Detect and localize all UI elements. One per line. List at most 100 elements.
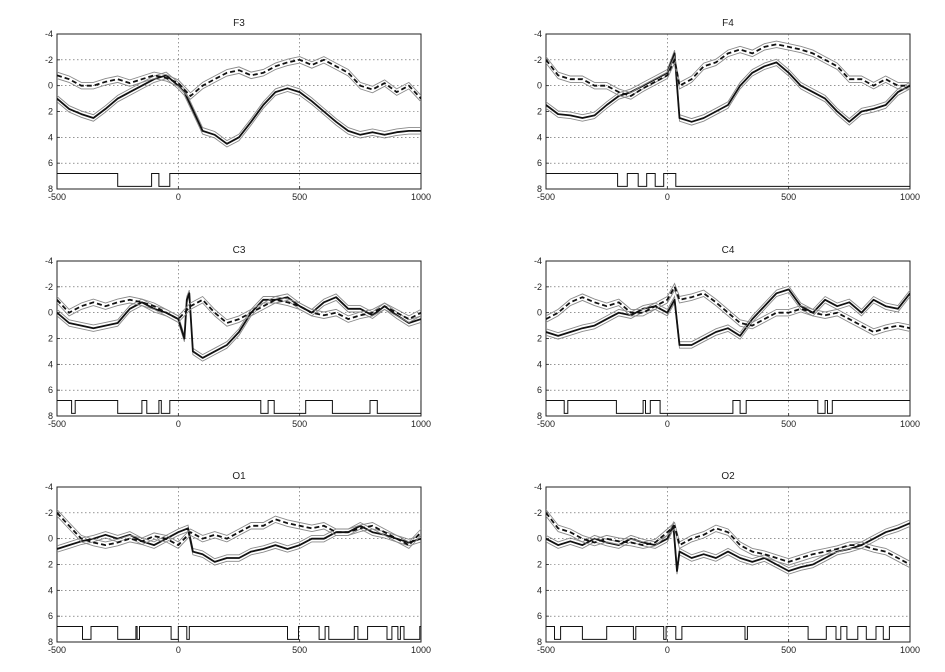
y-tick-label: 2 xyxy=(537,334,542,344)
y-tick-label: 4 xyxy=(48,359,53,369)
y-tick-label: 0 xyxy=(537,308,542,318)
series-line-dashed xyxy=(57,512,421,546)
x-tick-label: 0 xyxy=(176,192,181,202)
trigger-trace xyxy=(57,626,421,640)
y-tick-label: 4 xyxy=(537,359,542,369)
x-tick-label: -500 xyxy=(537,645,555,655)
series-line-solid xyxy=(57,292,421,359)
y-tick-label: 4 xyxy=(537,132,542,142)
y-tick-label: -2 xyxy=(534,282,542,292)
x-tick-label: -500 xyxy=(48,192,66,202)
confidence-band-line xyxy=(57,302,421,327)
y-tick-label: -4 xyxy=(534,256,542,266)
y-tick-label: 4 xyxy=(48,132,53,142)
chart-title: F4 xyxy=(722,18,734,29)
y-tick-label: 4 xyxy=(48,585,53,595)
y-tick-label: 0 xyxy=(48,534,53,544)
confidence-band-line xyxy=(546,282,910,330)
y-tick-label: 6 xyxy=(48,385,53,395)
confidence-band-line xyxy=(546,525,910,575)
plot-area xyxy=(546,509,910,640)
y-tick-label: 6 xyxy=(537,385,542,395)
x-tick-label: 500 xyxy=(292,192,307,202)
chart-panel-o2: O2 -500 0 500 1000 -4 -2 0 2 4 6 8 xyxy=(534,471,920,655)
plot-area xyxy=(57,56,421,187)
series-line-solid xyxy=(546,52,910,123)
series-line-dashed xyxy=(57,58,421,100)
y-tick-label: 8 xyxy=(537,184,542,194)
x-tick-label: 500 xyxy=(781,192,796,202)
y-tick-label: 0 xyxy=(48,308,53,318)
x-tick-label: 1000 xyxy=(411,419,431,429)
confidence-band-line xyxy=(57,71,421,142)
y-tick-label: -2 xyxy=(45,282,53,292)
confidence-band-line xyxy=(57,296,421,362)
x-tick-label: 500 xyxy=(781,419,796,429)
chart-title: C3 xyxy=(233,245,246,256)
y-tick-label: 8 xyxy=(537,637,542,647)
y-tick-label: 8 xyxy=(48,637,53,647)
plot-area xyxy=(57,509,421,640)
trigger-trace xyxy=(546,626,910,640)
confidence-band-line xyxy=(57,56,421,96)
confidence-band-line xyxy=(57,295,421,321)
series-line-solid xyxy=(57,74,421,145)
y-tick-label: 2 xyxy=(48,560,53,570)
confidence-band-line xyxy=(57,515,421,549)
series-line-solid xyxy=(57,524,421,563)
x-tick-label: 0 xyxy=(665,645,670,655)
y-tick-label: 2 xyxy=(48,107,53,117)
confidence-band-line xyxy=(546,40,910,94)
confidence-band-line xyxy=(546,509,910,562)
x-tick-label: 500 xyxy=(292,419,307,429)
chart-panel-f4: F4 -500 0 500 1000 -4 -2 0 2 4 6 8 xyxy=(534,18,920,202)
x-tick-label: 1000 xyxy=(900,192,920,202)
trigger-trace xyxy=(546,400,910,414)
x-tick-label: -500 xyxy=(48,419,66,429)
plot-area xyxy=(546,282,910,414)
confidence-band-line xyxy=(57,289,421,356)
y-tick-label: 6 xyxy=(48,611,53,621)
confidence-band-line xyxy=(57,521,421,560)
series-line-dashed xyxy=(546,43,910,97)
y-tick-label: 8 xyxy=(48,411,53,421)
x-tick-label: 0 xyxy=(665,192,670,202)
chart-title: F3 xyxy=(233,18,245,29)
confidence-band-line xyxy=(546,285,910,343)
y-tick-label: 0 xyxy=(537,534,542,544)
y-tick-label: 0 xyxy=(48,81,53,91)
y-tick-label: 6 xyxy=(48,158,53,168)
confidence-band-line xyxy=(546,49,910,120)
plot-area xyxy=(57,289,421,414)
trigger-trace xyxy=(546,173,910,187)
x-tick-label: 1000 xyxy=(411,645,431,655)
confidence-band-line xyxy=(546,47,910,100)
y-tick-label: 2 xyxy=(537,560,542,570)
y-tick-label: -4 xyxy=(534,29,542,39)
trigger-trace xyxy=(57,173,421,187)
x-tick-label: -500 xyxy=(537,419,555,429)
confidence-band-line xyxy=(57,62,421,103)
chart-panel-c4: C4 -500 0 500 1000 -4 -2 0 2 4 6 8 xyxy=(534,245,920,429)
series-line-dashed xyxy=(546,512,910,566)
y-tick-label: 2 xyxy=(537,107,542,117)
series-line-dashed xyxy=(57,298,421,324)
chart-title: O1 xyxy=(232,471,246,482)
x-tick-label: -500 xyxy=(537,192,555,202)
y-tick-label: 0 xyxy=(537,81,542,91)
confidence-band-line xyxy=(546,515,910,569)
chart-panel-o1: O1 -500 0 500 1000 -4 -2 0 2 4 6 8 xyxy=(45,471,431,655)
trigger-trace xyxy=(57,400,421,414)
y-tick-label: 8 xyxy=(537,411,542,421)
y-tick-label: -2 xyxy=(534,55,542,65)
series-line-solid xyxy=(546,288,910,346)
x-tick-label: 500 xyxy=(292,645,307,655)
chart-title: C4 xyxy=(722,245,735,256)
confidence-band-line xyxy=(57,509,421,543)
y-tick-label: -4 xyxy=(45,256,53,266)
chart-panel-c3: C3 -500 0 500 1000 -4 -2 0 2 4 6 8 xyxy=(45,245,431,429)
confidence-band-line xyxy=(546,292,910,349)
x-tick-label: 500 xyxy=(781,645,796,655)
confidence-band-line xyxy=(57,78,421,148)
y-tick-label: 6 xyxy=(537,611,542,621)
